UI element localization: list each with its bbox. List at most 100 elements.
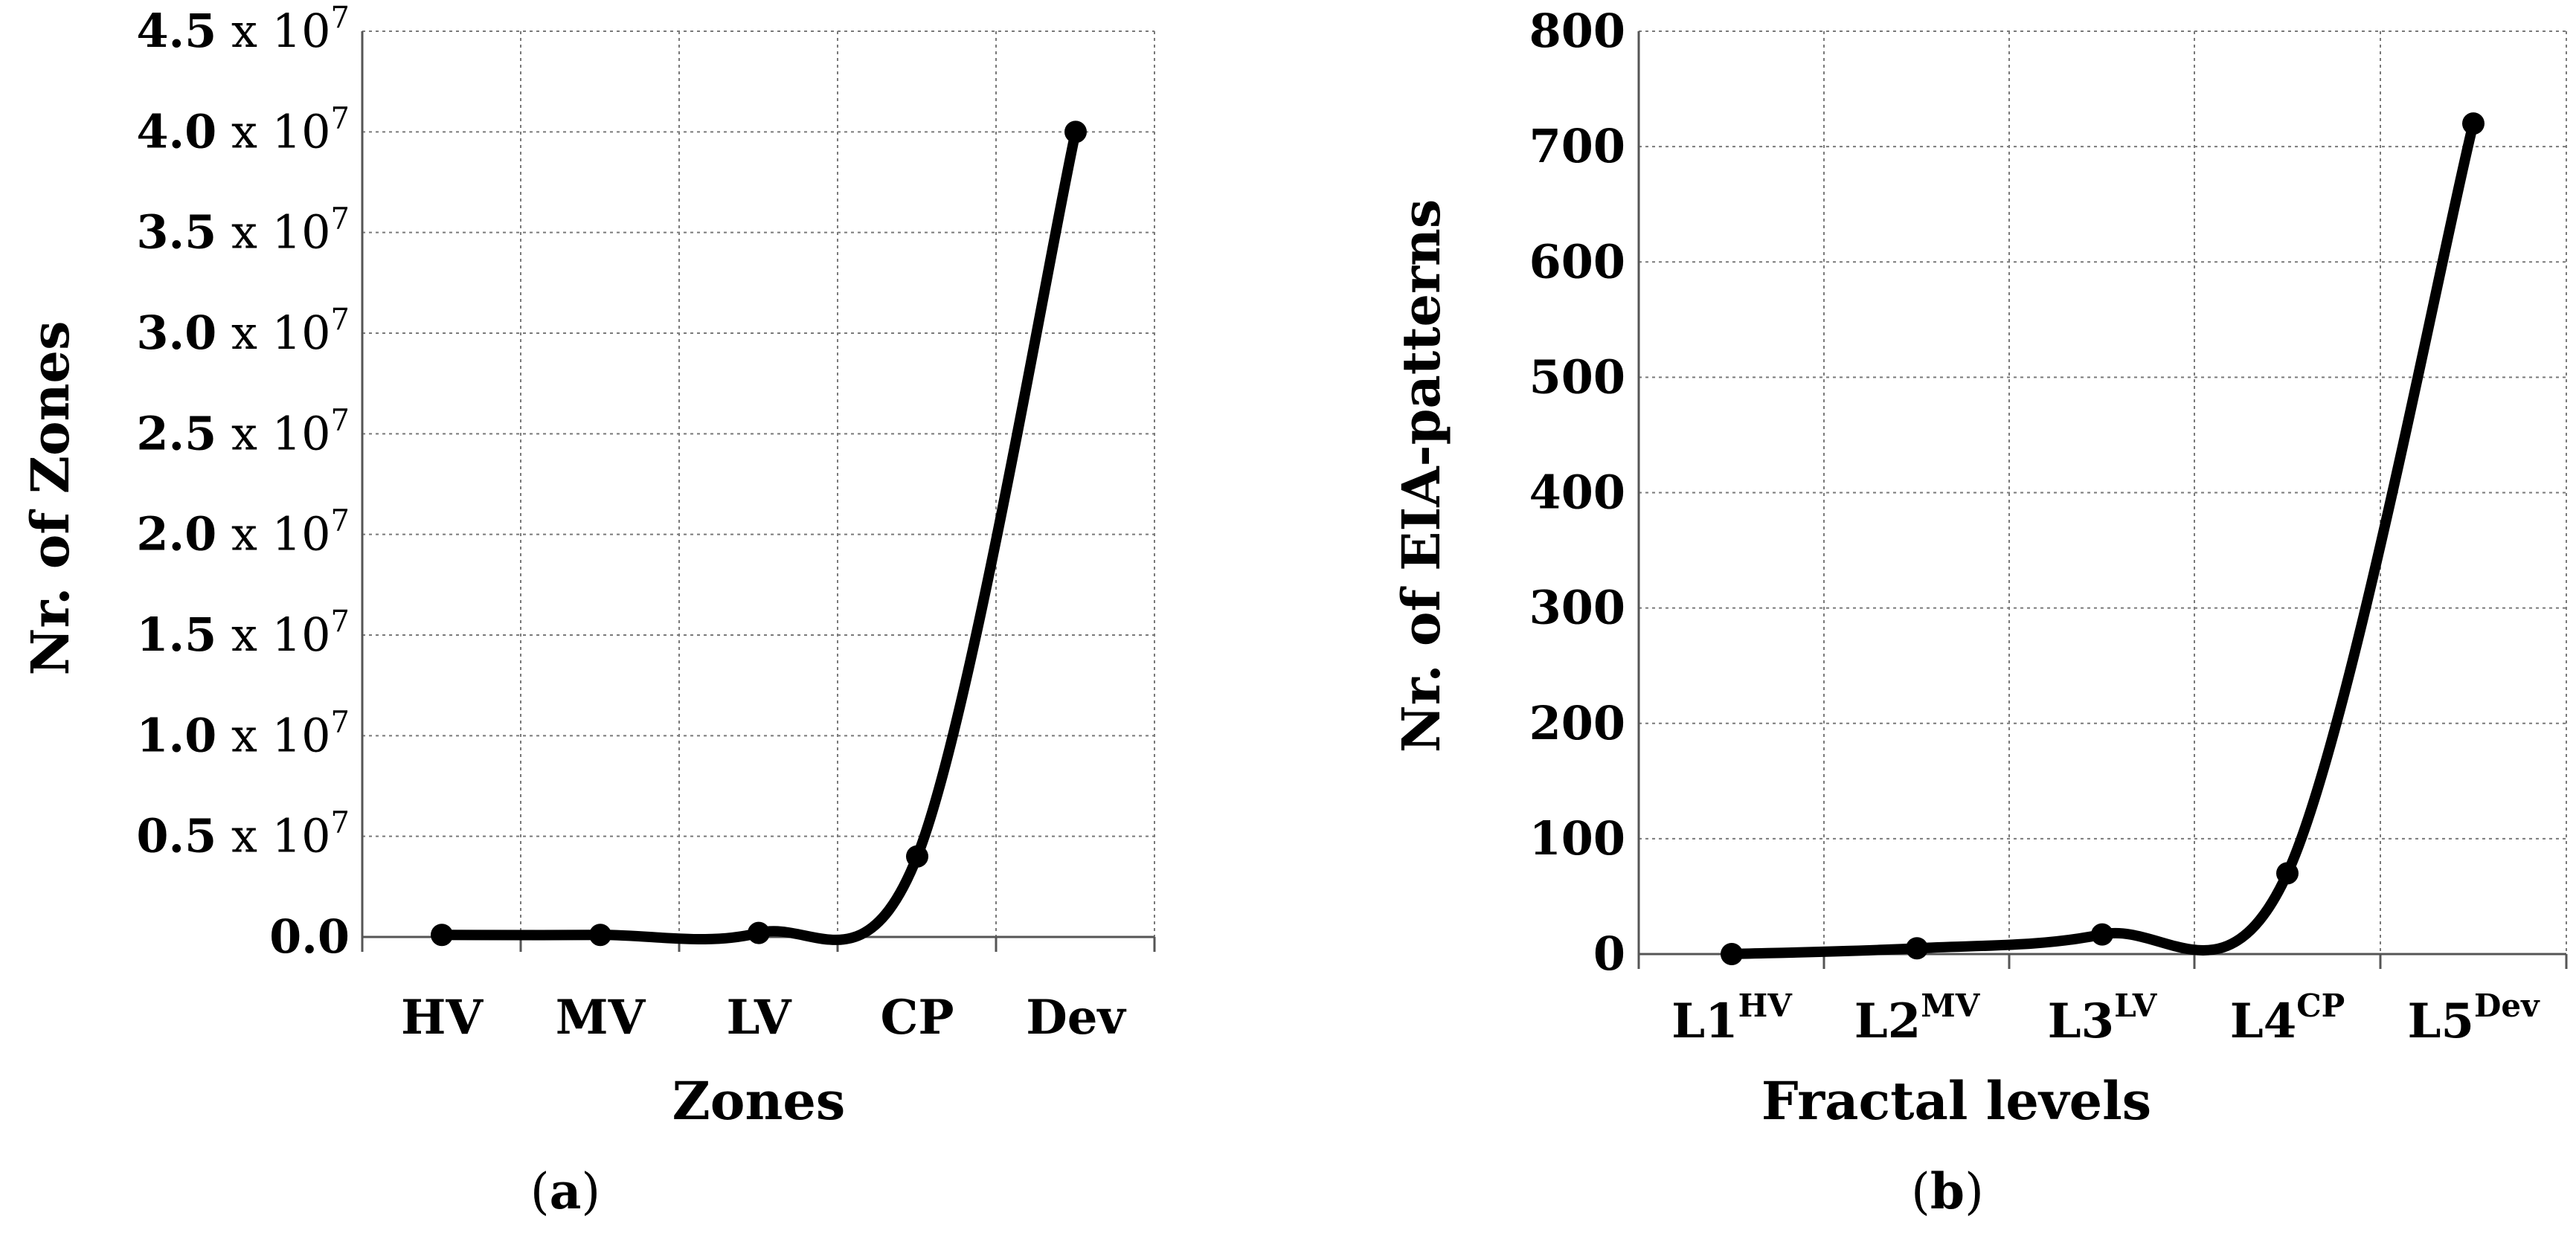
- series-line: [1727, 118, 2479, 959]
- y-tick-label: 3.0 x 107: [136, 303, 350, 360]
- x-tick-base: L4: [2230, 993, 2297, 1049]
- y-tick-label: 100: [1529, 811, 1625, 866]
- x-ticks-a: HV MV LV CP Dev: [401, 990, 1127, 1046]
- y-ticks-b: 0 100 200 300 400 500 600 700 800: [1529, 4, 1625, 981]
- data-point: [1064, 120, 1087, 144]
- x-tick-label: Dev: [1026, 990, 1126, 1046]
- data-point: [431, 924, 453, 947]
- panel-letter-b: b: [1930, 1162, 1965, 1220]
- y-tick-mantissa: 3.5: [136, 205, 216, 260]
- y-tick-label: 3.5 x 107: [136, 202, 350, 260]
- x-tick-base: L2: [1854, 993, 1921, 1049]
- y-tick-label: 700: [1529, 119, 1625, 173]
- y-tick-mantissa: 2.0: [136, 507, 216, 561]
- panel-label-b: (b): [1911, 1162, 1984, 1220]
- x-tick-base: L5: [2407, 993, 2474, 1049]
- y-axis-title-b: Nr. of EIA-patterns: [1390, 199, 1452, 753]
- y-tick-label: 4.0 x 107: [136, 101, 350, 158]
- data-point: [2091, 923, 2113, 946]
- x-tick-label: L2MV: [1854, 988, 1981, 1049]
- y-tick-label: 1.5 x 107: [136, 605, 350, 662]
- y-tick-label: 500: [1529, 350, 1625, 404]
- y-tick-mantissa: 0.0: [269, 909, 350, 964]
- y-tick-exponent: 7: [331, 202, 350, 236]
- y-tick-multiplier: x 10: [216, 306, 330, 360]
- x-ticks-b: L1HV L2MV L3LV L4CP L5Dev: [1671, 988, 2540, 1049]
- x-tick-superscript: HV: [1738, 988, 1793, 1024]
- data-point: [1721, 943, 1743, 965]
- y-tick-label: 4.5 x 107: [136, 1, 350, 58]
- y-tick-label: 300: [1529, 581, 1625, 635]
- y-tick-mantissa: 2.5: [136, 406, 216, 460]
- panel-letter-a: a: [550, 1162, 582, 1220]
- x-tick-base: L1: [1671, 993, 1738, 1049]
- y-tick-exponent: 7: [331, 504, 350, 538]
- x-tick-superscript: MV: [1921, 988, 1980, 1024]
- y-tick-label: 600: [1529, 234, 1625, 289]
- x-tick-label: CP: [880, 990, 954, 1046]
- y-tick-mantissa: 3.0: [136, 306, 216, 360]
- y-tick-label: 1.0 x 107: [136, 705, 350, 762]
- y-tick-exponent: 7: [331, 806, 350, 840]
- y-tick-multiplier: x 10: [216, 708, 330, 762]
- y-tick-multiplier: x 10: [216, 104, 330, 158]
- y-tick-mantissa: 0.5: [136, 809, 216, 863]
- y-tick-multiplier: x 10: [216, 4, 330, 58]
- x-axis-title-a: Zones: [672, 1070, 846, 1132]
- y-tick-multiplier: x 10: [216, 809, 330, 863]
- y-tick-exponent: 7: [331, 101, 350, 135]
- y-tick-mantissa: 1.5: [136, 608, 216, 662]
- series-b: [1721, 112, 2485, 965]
- x-tick-label: L4CP: [2230, 988, 2345, 1049]
- data-point: [2276, 862, 2299, 885]
- y-tick-label: 2.5 x 107: [136, 403, 350, 460]
- data-point: [906, 845, 928, 868]
- axes-a: [361, 31, 1156, 952]
- x-axis-title-b: Fractal levels: [1761, 1070, 2151, 1132]
- y-tick-label: 0.0: [269, 909, 350, 964]
- y-tick-mantissa: 4.5: [136, 4, 216, 58]
- y-tick-label: 200: [1529, 696, 1625, 750]
- y-tick-label: 400: [1529, 466, 1625, 520]
- y-tick-mantissa: 4.0: [136, 104, 216, 158]
- y-tick-multiplier: x 10: [216, 205, 330, 260]
- x-tick-superscript: LV: [2114, 988, 2158, 1024]
- y-tick-mantissa: 1.0: [136, 708, 216, 762]
- y-tick-label: 0.5 x 107: [136, 806, 350, 863]
- y-tick-exponent: 7: [331, 605, 350, 639]
- data-point: [589, 924, 611, 947]
- chart-panel-b: 0 100 200 300 400 500 600 700 800 L1HV L2MV L3LV L4…: [1390, 4, 2568, 1220]
- y-tick-label: 2.0 x 107: [136, 504, 350, 561]
- y-tick-label: 0: [1593, 927, 1625, 981]
- data-point: [2462, 112, 2485, 135]
- series-a: [431, 120, 1087, 947]
- x-tick-label: L3LV: [2048, 988, 2158, 1049]
- y-tick-multiplier: x 10: [216, 608, 330, 662]
- y-tick-multiplier: x 10: [216, 406, 330, 460]
- x-tick-label: L1HV: [1671, 988, 1793, 1049]
- x-tick-label: MV: [556, 990, 646, 1046]
- x-tick-superscript: Dev: [2474, 988, 2540, 1024]
- x-tick-superscript: CP: [2296, 988, 2345, 1024]
- y-tick-exponent: 7: [331, 403, 350, 437]
- data-point: [748, 921, 770, 944]
- data-point: [1906, 937, 1928, 960]
- series-line: [437, 126, 1081, 945]
- x-tick-base: L3: [2048, 993, 2115, 1049]
- grid-b: [1639, 30, 2567, 954]
- y-tick-exponent: 7: [331, 303, 350, 337]
- x-tick-label: HV: [401, 990, 484, 1046]
- y-axis-title-a: Nr. of Zones: [19, 321, 81, 676]
- axes-b: [1637, 31, 2568, 969]
- x-tick-label: L5Dev: [2407, 988, 2540, 1049]
- panel-label-a: (a): [530, 1162, 600, 1220]
- y-tick-exponent: 7: [331, 705, 350, 739]
- grid-a: [362, 30, 1155, 937]
- y-tick-multiplier: x 10: [216, 507, 330, 561]
- y-tick-label: 800: [1529, 4, 1625, 58]
- y-tick-exponent: 7: [331, 1, 350, 35]
- x-tick-label: LV: [726, 990, 791, 1046]
